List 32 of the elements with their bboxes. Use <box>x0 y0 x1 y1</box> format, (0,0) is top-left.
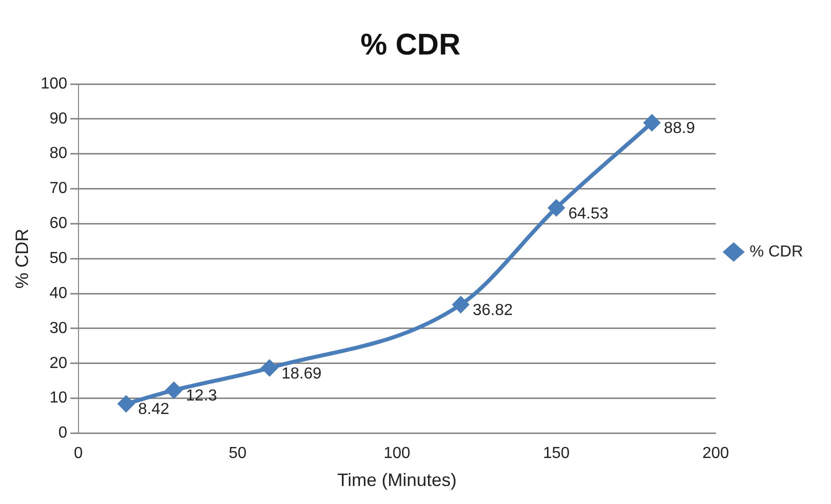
point <box>548 200 564 216</box>
y-tick-label: 60 <box>50 215 68 232</box>
x-tick-label: 150 <box>542 445 570 462</box>
y-tick-label: 10 <box>50 390 68 407</box>
y-tick-label: 20 <box>50 354 68 372</box>
y-tick-label: 70 <box>50 180 68 198</box>
x-tick-label: 50 <box>228 445 247 462</box>
point <box>644 114 660 131</box>
y-tick-label: 0 <box>58 424 68 442</box>
point <box>452 296 469 313</box>
x-tick-label: 0 <box>74 445 83 462</box>
y-tick-label: 30 <box>50 320 68 337</box>
legend-label: % CDR <box>750 243 804 260</box>
x-tick-label: 100 <box>384 445 410 462</box>
data-label: 8.42 <box>138 401 170 418</box>
point <box>118 396 134 412</box>
y-tick-label: 50 <box>50 250 68 268</box>
chart-title: % CDR <box>360 28 461 62</box>
x-tick-label: 200 <box>702 445 730 462</box>
y-tick-label: 40 <box>50 284 68 302</box>
data-label: 36.82 <box>472 302 513 320</box>
data-label: 64.53 <box>568 205 608 222</box>
y-tick-label: 90 <box>50 110 68 128</box>
data-label: 18.69 <box>282 365 322 382</box>
y-tick-label: 100 <box>40 75 68 92</box>
point <box>166 382 182 398</box>
point <box>262 360 278 376</box>
x-axis-title: Time (Minutes) <box>337 470 457 490</box>
y-axis-title: % CDR <box>12 228 32 289</box>
data-label: 88.9 <box>664 120 696 138</box>
y-tick-label: 80 <box>50 145 68 162</box>
data-label: 12.3 <box>186 388 218 405</box>
